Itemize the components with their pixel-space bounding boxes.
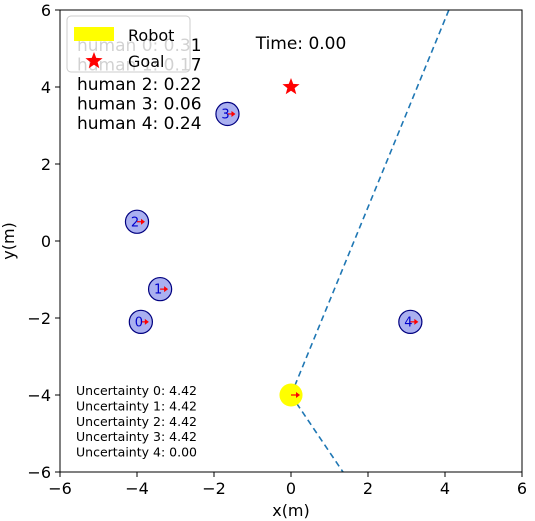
legend-layer: Robot Goal (66, 15, 191, 73)
fov-line-0 (290, 9, 450, 396)
human-id-label-1: 1 (154, 283, 162, 298)
uncertainty-line-1: Uncertainty 1: 4.42 (76, 398, 197, 413)
y-tick-label-0: −6 (27, 463, 51, 482)
agents-layer: 0 1 2 3 4 (124, 78, 423, 407)
robot-heading-arrow (296, 392, 300, 398)
human-risk-line-3: human 3: 0.06 (77, 95, 202, 115)
x-tick-label-0: −6 (48, 479, 72, 498)
human-heading-arrow-2 (141, 218, 145, 225)
human-heading-arrow-3 (231, 110, 236, 117)
y-tick-label-1: −4 (27, 386, 51, 405)
y-tick-label-5: 4 (41, 78, 51, 97)
x-tick-label-3: 0 (286, 479, 296, 498)
goal-marker (282, 78, 300, 95)
x-tick-label-2: −2 (202, 479, 226, 498)
human-id-label-2: 2 (131, 215, 139, 230)
y-tick-label-3: 0 (41, 232, 51, 251)
human-heading-arrow-4 (414, 318, 419, 325)
legend-goal-label: Goal (128, 52, 164, 71)
x-axis-label: x(m) (272, 501, 310, 520)
human-heading-arrow-0 (144, 318, 149, 325)
x-tick-label-1: −4 (125, 479, 149, 498)
human-id-label-3: 3 (221, 107, 229, 122)
x-tick-label-5: 4 (440, 479, 450, 498)
fov-line-1 (290, 394, 344, 473)
y-tick-label-6: 6 (41, 1, 51, 20)
uncertainty-line-4: Uncertainty 4: 0.00 (76, 445, 197, 460)
field-of-view-layer (290, 9, 450, 473)
x-tick-label-6: 6 (517, 479, 527, 498)
uncertainty-line-0: Uncertainty 0: 4.42 (76, 383, 197, 398)
time-text: Time: 0.00 (255, 34, 347, 54)
human-heading-arrow-1 (164, 286, 169, 293)
legend-robot-swatch (74, 27, 114, 41)
human-id-label-0: 0 (135, 315, 143, 330)
x-tick-label-4: 2 (363, 479, 373, 498)
human-risk-line-2: human 2: 0.22 (77, 75, 202, 95)
y-tick-label-2: −2 (27, 309, 51, 328)
y-tick-label-4: 2 (41, 155, 51, 174)
human-risk-line-4: human 4: 0.24 (77, 114, 202, 134)
uncertainty-line-3: Uncertainty 3: 4.42 (76, 429, 197, 444)
y-axis-label: y(m) (0, 222, 18, 260)
legend-goal-swatch (85, 52, 103, 69)
legend-robot-label: Robot (128, 26, 174, 45)
human-id-label-4: 4 (404, 315, 412, 330)
uncertainty-line-2: Uncertainty 2: 4.42 (76, 414, 197, 429)
